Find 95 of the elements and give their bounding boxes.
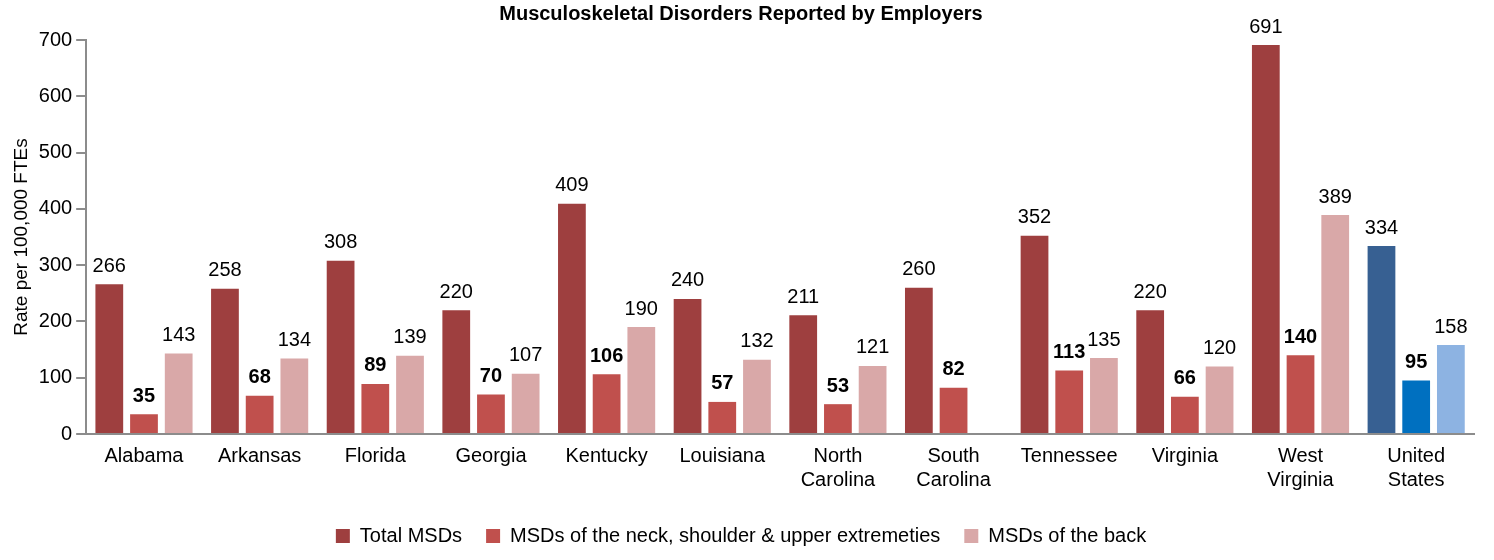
bar	[442, 310, 471, 433]
x-tick-label: Tennessee	[1020, 443, 1118, 466]
data-label: 258	[208, 258, 242, 281]
bar	[511, 373, 540, 433]
bar	[396, 355, 424, 433]
data-label: 691	[1249, 14, 1283, 37]
data-label: 89	[364, 353, 387, 376]
data-label: 352	[1017, 205, 1052, 228]
data-label: 106	[589, 343, 624, 366]
data-label: 140	[1283, 324, 1318, 347]
x-tick-label: North Carolina	[800, 443, 877, 490]
bar	[743, 359, 771, 433]
bar	[245, 395, 274, 433]
y-tick-label: 700	[38, 27, 73, 50]
y-tick-label: 400	[38, 196, 73, 219]
bar	[1136, 310, 1165, 433]
data-label: 107	[508, 343, 543, 366]
data-label: 134	[277, 328, 312, 351]
data-label: 220	[1133, 279, 1167, 302]
bar	[627, 327, 656, 433]
bar	[95, 284, 124, 433]
data-label: 211	[787, 284, 820, 307]
bar	[477, 394, 505, 433]
data-label: 308	[323, 230, 358, 253]
y-tick-label: 200	[38, 308, 73, 331]
bar	[1251, 45, 1280, 433]
bar	[1402, 380, 1431, 433]
bar	[326, 260, 355, 433]
bar	[361, 383, 390, 433]
x-tick-label: Arkansas	[217, 443, 302, 466]
bar	[130, 414, 158, 433]
data-label: 260	[902, 257, 936, 280]
data-label: 334	[1364, 215, 1399, 238]
bar	[708, 401, 737, 433]
bar	[1170, 396, 1199, 433]
bar	[1367, 246, 1396, 433]
data-label: 70	[479, 364, 503, 387]
x-tick-label: Virginia	[1151, 443, 1219, 466]
bar	[939, 387, 968, 433]
x-tick-label: West Virginia	[1267, 443, 1335, 490]
bar	[558, 203, 586, 433]
chart-title: Musculoskeletal Disorders Reported by Employers	[499, 1, 983, 24]
bar	[1055, 370, 1084, 433]
bar	[1020, 235, 1049, 433]
data-label: 53	[826, 373, 850, 396]
bar	[858, 365, 887, 433]
data-label: 132	[740, 329, 774, 352]
data-label: 82	[942, 357, 965, 380]
y-tick-label: 300	[38, 252, 73, 275]
bar	[211, 288, 239, 433]
y-tick-label: 500	[38, 140, 73, 163]
bar	[1321, 215, 1350, 433]
data-label: 240	[670, 268, 705, 291]
bar	[789, 315, 818, 433]
legend-label: Total MSDs	[359, 523, 463, 546]
bar	[904, 287, 933, 433]
x-tick-label: United States	[1387, 443, 1446, 490]
data-label: 220	[439, 279, 473, 302]
bar	[824, 404, 852, 433]
legend-label: MSDs of the neck, shoulder & upper extremeties	[510, 523, 941, 546]
y-tick-label: 600	[38, 83, 73, 106]
bar	[1436, 345, 1465, 433]
bar	[164, 353, 193, 433]
x-tick-label: Georgia	[455, 443, 528, 466]
data-label: 95	[1405, 350, 1428, 373]
bar	[592, 374, 621, 433]
x-tick-label: Alabama	[104, 443, 185, 466]
y-tick-label: 100	[38, 365, 73, 388]
bar	[1090, 358, 1118, 433]
x-tick-label: Kentucky	[565, 443, 648, 466]
x-tick-label: South Carolina	[916, 443, 992, 490]
data-label: 158	[1434, 314, 1468, 337]
data-label: 389	[1318, 184, 1352, 207]
legend-label: MSDs of the back	[988, 523, 1148, 546]
bar	[673, 298, 702, 433]
data-label: 135	[1087, 327, 1121, 350]
data-label: 57	[711, 371, 734, 394]
data-label: 139	[393, 325, 427, 348]
data-label: 143	[162, 323, 196, 346]
bar	[280, 358, 309, 433]
x-tick-label: Florida	[344, 443, 407, 466]
data-label: 266	[92, 253, 126, 276]
data-label: 409	[555, 173, 589, 196]
data-label: 68	[248, 365, 271, 388]
data-label: 35	[132, 383, 156, 406]
bar	[1286, 355, 1315, 433]
bar	[1205, 366, 1234, 433]
data-label: 190	[624, 296, 658, 319]
data-label: 121	[855, 335, 890, 358]
y-tick-label: 0	[61, 421, 73, 444]
data-label: 66	[1173, 366, 1196, 389]
x-tick-label: Louisiana	[679, 443, 766, 466]
data-label: 120	[1202, 335, 1237, 358]
data-label: 113	[1053, 339, 1086, 362]
y-axis-title: Rate per 100,000 FTEs	[9, 138, 31, 336]
